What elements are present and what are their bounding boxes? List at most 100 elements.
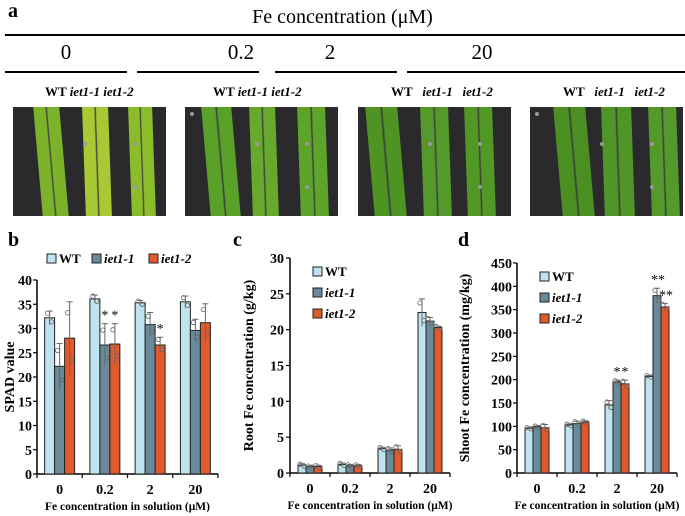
legend-swatch-iet1-2: [539, 313, 550, 324]
data-point: [620, 378, 626, 384]
legend-label: iet1-2: [325, 306, 356, 321]
data-point: [49, 319, 55, 325]
x-tick-label: 0.2: [568, 482, 586, 497]
data-point: [357, 464, 363, 470]
bar-WT-0.2: [89, 298, 101, 475]
data-point: [660, 301, 666, 308]
data-point: [612, 378, 618, 384]
bar-iet1-2-0.2: [580, 421, 590, 474]
bar-WT-2: [134, 302, 146, 475]
data-point: [180, 295, 186, 301]
x-axis-label: Fe concentration in solution (μM): [288, 500, 453, 512]
panel-a-title: Fe concentration (μM): [252, 6, 433, 28]
y-tick-label: 5: [277, 431, 284, 446]
x-tick-label: 20: [423, 482, 437, 497]
leaf-photo-0.2: [185, 107, 338, 216]
background-dot: [428, 142, 432, 146]
y-tick-label: 300: [491, 327, 512, 342]
data-point: [114, 353, 120, 359]
legend-swatch-iet1-2: [148, 253, 159, 264]
y-axis-label: Shoot Fe concentration (mg/kg): [458, 273, 473, 462]
background-dot: [255, 142, 259, 146]
bar-iet1-1-2: [612, 381, 622, 474]
bar-iet1-2-20: [660, 306, 670, 474]
y-tick-label: 100: [491, 420, 512, 435]
data-point: [45, 310, 51, 316]
genotype-labels-0.2: WT iet1-1 iet1-2: [213, 84, 302, 100]
x-tick-label: 0.2: [96, 483, 114, 498]
data-point: [100, 327, 106, 333]
genotype-label: iet1-2: [103, 84, 134, 99]
data-point: [200, 306, 206, 313]
y-axis-label: SPAD value: [3, 342, 18, 413]
bar-iet1-2-2: [620, 383, 630, 474]
y-tick-label: 400: [491, 280, 512, 295]
x-tick-label: 0: [534, 482, 541, 497]
data-point: [190, 320, 196, 326]
data-point: [385, 445, 391, 452]
background-dot: [83, 142, 87, 146]
bar-WT-2: [377, 448, 387, 474]
significance-mark: **: [651, 273, 665, 288]
legend-swatch-iet1-2: [312, 308, 323, 319]
bar-WT-0: [524, 427, 534, 474]
bar-WT-0: [44, 317, 56, 475]
y-tick-label: 15: [18, 395, 32, 410]
y-tick-label: 35: [18, 298, 32, 313]
y-tick-label: 0: [277, 467, 284, 482]
legend-swatch-WT: [539, 271, 550, 282]
x-tick-label: 20: [188, 483, 202, 498]
data-point: [194, 334, 200, 340]
data-point: [159, 347, 165, 353]
data-point: [544, 427, 550, 433]
chart-c: 0 5 10 15 20 25 30 0 0.2 2 20 Fe concentration in s…: [242, 252, 453, 512]
panel-letter-b: b: [8, 229, 19, 251]
y-tick-label: 25: [18, 347, 32, 362]
genotype-label: iet1-1: [69, 84, 101, 99]
y-axis-label: Root Fe concentration (g/kg): [242, 279, 257, 451]
data-point: [139, 301, 145, 307]
y-tick-label: 10: [18, 420, 32, 435]
background-dot: [133, 185, 137, 189]
data-point: [104, 355, 110, 361]
legend-swatch-iet1-1: [312, 287, 323, 298]
data-point: [55, 347, 61, 353]
conc-label-0: 0: [60, 40, 72, 64]
y-tick-label: 30: [270, 252, 284, 267]
x-tick-label: 2: [387, 482, 394, 497]
background-dot: [133, 142, 137, 146]
legend-swatch-iet1-1: [539, 292, 550, 303]
bar-WT-0.2: [564, 424, 574, 474]
bar-iet1-1-0: [532, 426, 542, 474]
significance-mark: *: [111, 309, 118, 324]
data-point: [656, 297, 662, 303]
x-tick-label: 0: [56, 483, 63, 498]
conc-label-2: 2: [324, 40, 336, 64]
conc-label-0.2: 0.2: [227, 40, 255, 64]
leaf-photo-2: [358, 107, 511, 216]
background-dot: [600, 142, 604, 146]
background-dot: [305, 185, 309, 189]
legend: WT iet1-1 iet1-2: [46, 251, 192, 266]
data-point: [94, 298, 100, 304]
data-point: [184, 302, 190, 308]
y-tick-label: 450: [491, 257, 512, 272]
panel-letter-c: c: [233, 229, 242, 251]
legend-swatch-WT: [312, 266, 323, 277]
x-axis-label: Fe concentration in solution (μM): [515, 500, 680, 512]
y-tick-label: 0: [25, 468, 32, 483]
title-divider: [5, 34, 685, 36]
leaf-photo-20: [530, 107, 683, 216]
significance-mark: *: [101, 309, 108, 324]
legend: WT iet1-1 iet1-2: [312, 264, 356, 321]
y-tick-label: 250: [491, 350, 512, 365]
significance-mark: **: [659, 289, 673, 304]
legend: WT iet1-1 iet1-2: [539, 269, 583, 326]
genotype-label: WT: [563, 84, 585, 99]
y-tick-label: 25: [270, 288, 284, 303]
chart-d: 0 50 100 150 200 250 300 350 400 450 0 0.2 2 20 Fe con…: [458, 257, 680, 512]
background-dot: [478, 185, 482, 189]
data-point: [69, 357, 75, 363]
data-point: [437, 325, 443, 331]
